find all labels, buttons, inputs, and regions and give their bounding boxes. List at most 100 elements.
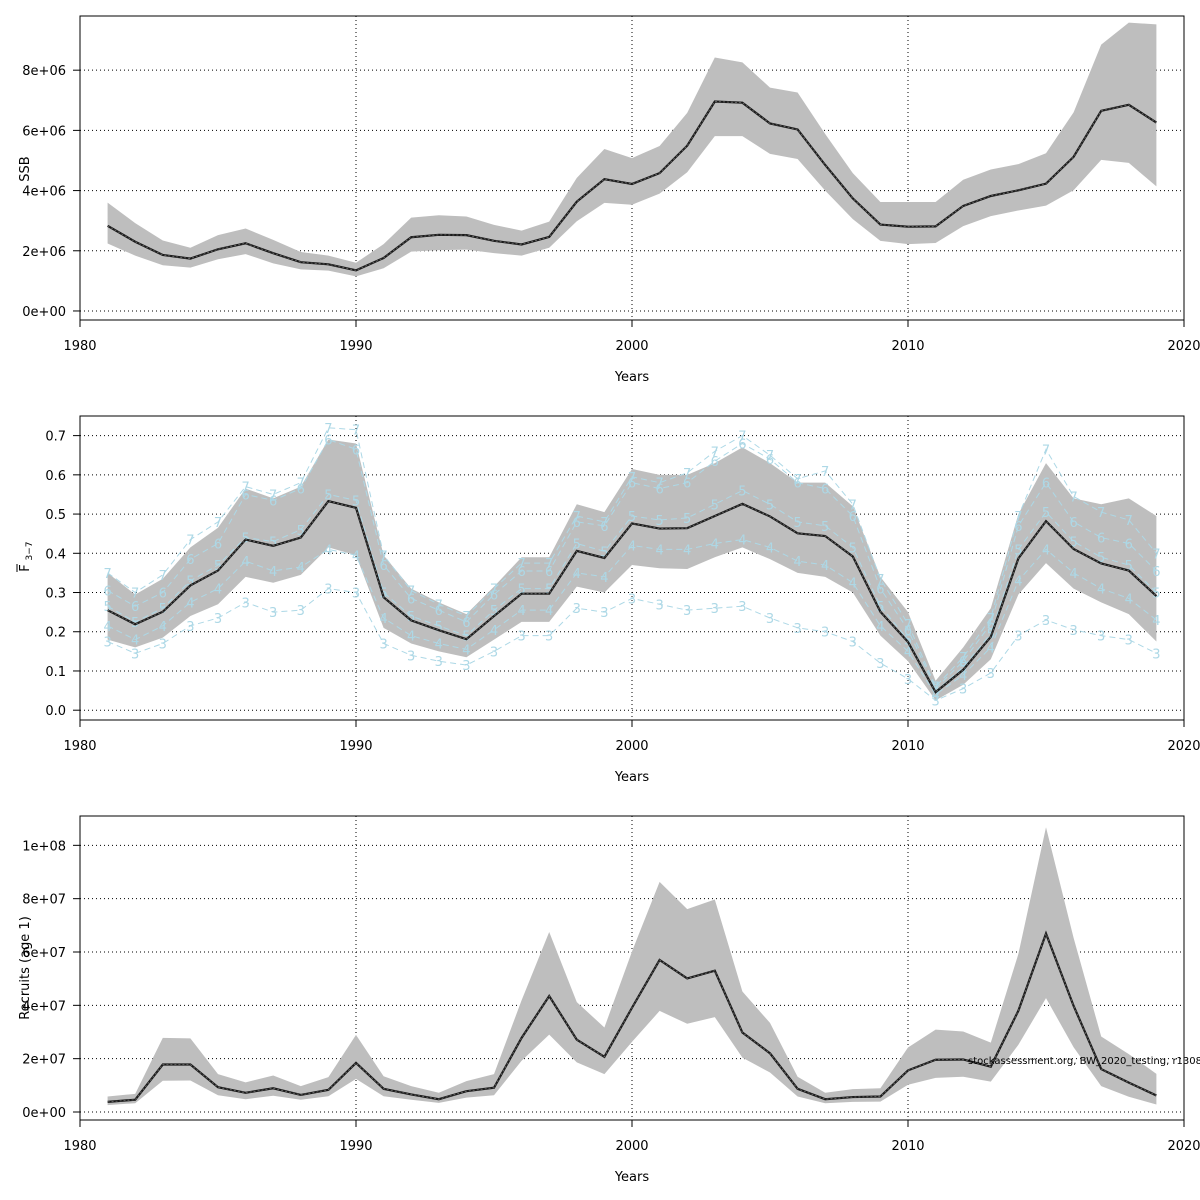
f-age-4-label: 4 xyxy=(876,620,884,635)
f-band-polygon xyxy=(107,439,1157,701)
f-age-6-label: 6 xyxy=(435,604,443,619)
f-age-5-label: 5 xyxy=(324,488,332,503)
f-age-5-label: 5 xyxy=(628,510,636,525)
f-age-7-label: 7 xyxy=(931,681,939,696)
f-age-6-label: 6 xyxy=(821,483,829,498)
f-age-5-label: 5 xyxy=(738,485,746,500)
f-age-6-label: 6 xyxy=(711,455,719,470)
ssb-panel: 1980 1990 2000 2010 2020 0e+00 2e+06 4e+06 6e+06… xyxy=(18,15,1200,385)
f-age-3-label: 3 xyxy=(766,612,774,627)
f-age-6-label: 6 xyxy=(1152,565,1160,580)
f-age-7-label: 7 xyxy=(490,583,498,598)
ssb-x-axis-title: Years xyxy=(614,370,650,385)
f-age-7-label: 7 xyxy=(987,612,995,627)
f-age-3-label: 3 xyxy=(959,683,967,698)
f-y-tick-label: 0.4 xyxy=(45,547,66,562)
f-age-6-label: 6 xyxy=(545,565,553,580)
recruits-band-polygon xyxy=(107,827,1157,1106)
f-age-7-label: 7 xyxy=(407,585,415,600)
f-age-4-label: 4 xyxy=(159,620,167,635)
f-age-7-label: 7 xyxy=(628,471,636,486)
f-age-4-label: 4 xyxy=(738,534,746,549)
f-age-7-label: 7 xyxy=(1014,510,1022,525)
f-y-axis-title: F 3−7 xyxy=(16,542,35,572)
f-age-5-label: 5 xyxy=(545,583,553,598)
f-age-4-label: 4 xyxy=(573,567,581,582)
f-x-tick-label: 2010 xyxy=(891,739,924,754)
f-age-5-label: 5 xyxy=(1097,551,1105,566)
f-age-7-label: 7 xyxy=(435,598,443,613)
f-age-5-label: 5 xyxy=(103,600,111,615)
f-age-7-label: 7 xyxy=(904,618,912,633)
f-age-3-label: 3 xyxy=(1069,624,1077,639)
f-age-4-label: 4 xyxy=(628,539,636,554)
f-age-4-label: 4 xyxy=(959,669,967,684)
f-age-5-label: 5 xyxy=(849,541,857,556)
f-age-4-label: 4 xyxy=(103,620,111,635)
f-age-5-label: 5 xyxy=(214,559,222,574)
f-age-4-label: 4 xyxy=(1014,575,1022,590)
f-age-6-label: 6 xyxy=(490,588,498,603)
f-age-4-label: 4 xyxy=(931,689,939,704)
f-age-3-label: 3 xyxy=(352,587,360,602)
f-age-3-label: 3 xyxy=(407,649,415,664)
recruits-x-axis-title: Years xyxy=(614,1170,650,1185)
ssb-y-tick-label: 2e+06 xyxy=(22,245,66,260)
f-age-4-label: 4 xyxy=(711,537,719,552)
f-age-3-label: 3 xyxy=(435,655,443,670)
f-age-6-line xyxy=(107,438,1157,690)
f-y-tick-label: 0.3 xyxy=(45,587,66,602)
recruits-x-tick-label: 1980 xyxy=(63,1139,96,1154)
f-age-4-label: 4 xyxy=(186,596,194,611)
f-age-3-label: 3 xyxy=(241,596,249,611)
ssb-y-axis-title: SSB xyxy=(18,156,33,181)
f-age-4-label: 4 xyxy=(766,541,774,556)
f-age-6-label: 6 xyxy=(600,520,608,535)
recruits-x-tick-label: 2010 xyxy=(891,1139,924,1154)
recruits-estimate-overlay xyxy=(107,932,1157,1103)
f-age-7-label: 7 xyxy=(959,651,967,666)
f-age-7-label: 7 xyxy=(1042,443,1050,458)
f-age-3-label: 3 xyxy=(1014,630,1022,645)
ssb-x-tick-label: 2010 xyxy=(891,339,924,354)
f-age-5-label: 5 xyxy=(186,575,194,590)
f-age-6-label: 6 xyxy=(683,477,691,492)
f-age-6-label: 6 xyxy=(241,488,249,503)
f-age-3-label: 3 xyxy=(297,604,305,619)
recruits-panel: 1980 1990 2000 2010 2020 0e+00 2e+07 4e+07 6e+07… xyxy=(18,815,1200,1185)
f-age-5-label: 5 xyxy=(655,514,663,529)
f-age-3-label: 3 xyxy=(1125,634,1133,649)
ssb-estimate-line xyxy=(107,100,1157,272)
f-age-6-label: 6 xyxy=(1125,537,1133,552)
f-age-7-label: 7 xyxy=(573,510,581,525)
f-age-7-label: 7 xyxy=(159,569,167,584)
recruits-x-tick-label: 2000 xyxy=(615,1139,648,1154)
f-estimate-line xyxy=(107,499,1158,694)
f-confidence-band xyxy=(107,439,1157,701)
f-age-5-label: 5 xyxy=(766,498,774,513)
f-age-3-label: 3 xyxy=(1042,614,1050,629)
f-age-6-label: 6 xyxy=(655,483,663,498)
f-age-3-label: 3 xyxy=(186,620,194,635)
f-age-3-label: 3 xyxy=(103,636,111,651)
f-y-tick-label: 0.0 xyxy=(45,704,66,719)
f-y-tick-label: 0.6 xyxy=(45,469,66,484)
f-age-4-label: 4 xyxy=(683,543,691,558)
f-age-5-label: 5 xyxy=(683,512,691,527)
f-age-3-label: 3 xyxy=(628,592,636,607)
f-age-6-label: 6 xyxy=(462,616,470,631)
f-x-axis-title: Years xyxy=(614,770,650,785)
f-age-5-label: 5 xyxy=(1014,543,1022,558)
f-age-5-label: 5 xyxy=(711,498,719,513)
f-age-3-label: 3 xyxy=(876,657,884,672)
f-age-4-label: 4 xyxy=(297,561,305,576)
recruits-axes: 1980 1990 2000 2010 2020 0e+00 2e+07 4e+07 6e+07… xyxy=(22,815,1200,1154)
f-age-3-label: 3 xyxy=(600,606,608,621)
ssb-x-tick-label: 1990 xyxy=(339,339,372,354)
f-age-4-label: 4 xyxy=(407,630,415,645)
f-age-5-label: 5 xyxy=(573,537,581,552)
f-age-4-label: 4 xyxy=(904,645,912,660)
